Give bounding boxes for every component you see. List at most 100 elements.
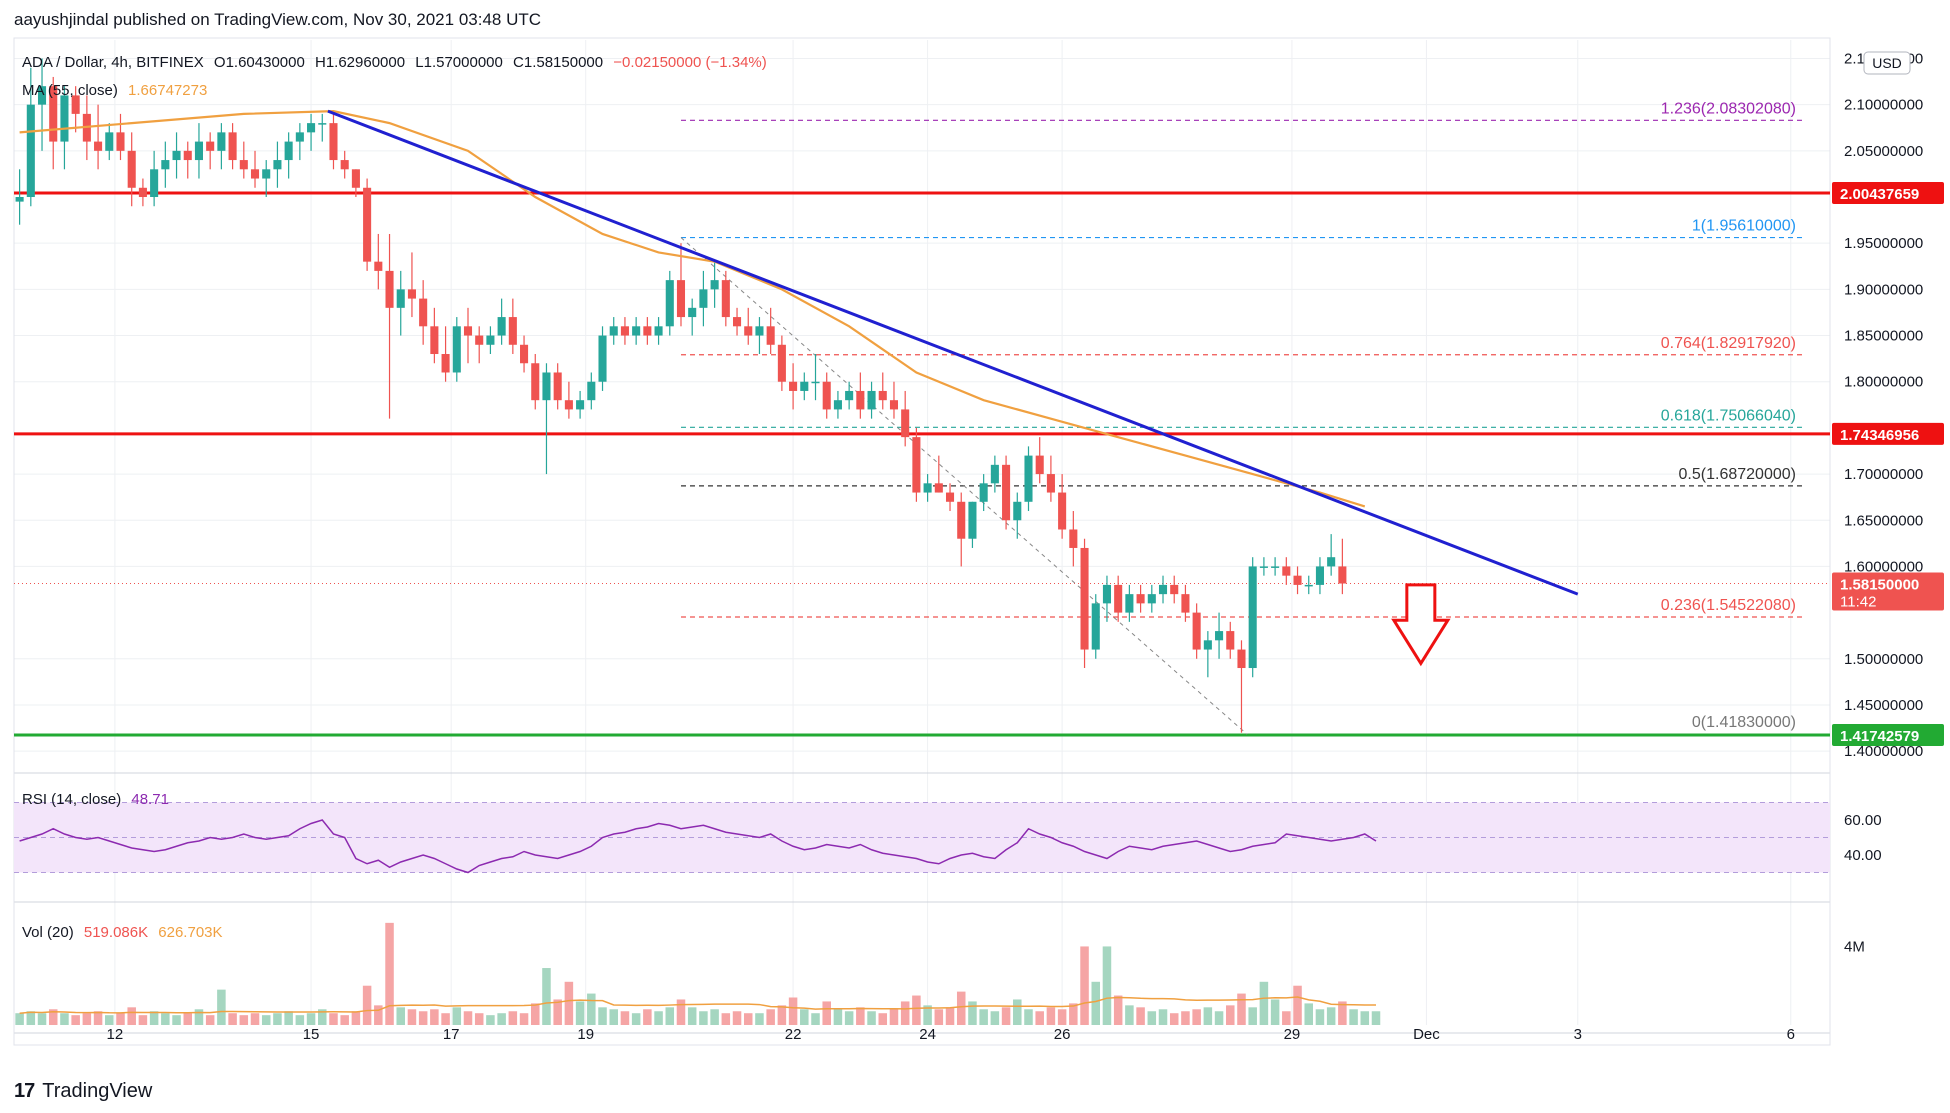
ohlc-open: O1.60430000 [213,54,305,71]
volume-bar [295,1015,305,1025]
volume-tick-label: 4M [1844,938,1865,955]
candle-body [116,132,125,151]
candle-body [194,141,203,161]
candle-body [463,326,473,336]
volume-bar [710,1009,719,1025]
volume-bar [1360,1011,1370,1025]
volume-bar [441,1013,450,1025]
price-tick-label: 1.45000000 [1844,697,1923,714]
candle-body [351,169,360,188]
candle-body [688,307,697,318]
rsi-line [19,819,1377,874]
ma55-line [19,110,1366,508]
candle-body [620,326,629,336]
volume-bar [1293,985,1302,1025]
volume-bar [766,1009,775,1025]
volume-bar [172,1015,181,1025]
candle-body [396,289,405,308]
volume-bar [48,1009,58,1025]
price-tick-label: 1.90000000 [1844,281,1923,298]
vol-value-1: 519.086K [83,924,149,941]
ma-value: 1.66747273 [128,82,208,99]
volume-bar [1158,1009,1168,1025]
candle-body [1147,594,1156,604]
volume-bar [385,922,394,1025]
volume-bar [138,1015,148,1025]
candle-body [710,280,719,290]
candle-body [127,150,136,188]
price-tick-label: 2.05000000 [1844,143,1923,160]
time-tick-label: 17 [443,1026,460,1043]
volume-bar [1024,1009,1033,1025]
candle-body [385,270,394,308]
time-tick-label: 26 [1054,1026,1071,1043]
fib-diagonal [680,237,1248,735]
candle-body [721,280,730,318]
candle-body [1203,640,1212,650]
volume-bar [1259,981,1269,1025]
currency-label: USD [1872,55,1902,71]
candle-body [901,409,910,438]
price-tag-text: 1.58150000 [1840,577,1919,594]
candle-body [1024,455,1033,502]
chart-frame [13,37,1831,1046]
volume-bar [508,1011,518,1025]
volume-bar [149,1011,159,1025]
volume-bar [923,1005,932,1025]
rsi-series-line [19,819,1377,874]
candle-body [766,326,775,345]
candle-body [553,372,562,401]
tradingview-logo-icon: 17 [14,1080,35,1102]
volume-bar [811,1013,820,1025]
volume-bar [463,1011,473,1025]
vol-label: Vol (20) [22,924,74,941]
rsi-tick-label: 40.00 [1844,847,1882,864]
volume-bar [990,1011,1000,1025]
volume-bar [530,1003,540,1025]
volume-bar [228,1013,237,1025]
candle-body [1125,594,1134,613]
volume-bar [743,1013,753,1025]
volume-bar [620,1011,630,1025]
price-tick-label: 1.80000000 [1844,374,1923,391]
volume-bar [800,1009,809,1025]
candle-body [777,344,786,382]
fib-label: 1(1.95610000) [1692,218,1796,235]
volume-bar [497,1013,506,1025]
candle-body [632,326,641,336]
candle-body [1293,575,1302,585]
candle-body [598,335,607,382]
candle-body [744,326,753,336]
candle-body [71,95,80,114]
candle-body [15,197,24,202]
candle-body [811,381,820,384]
candle-body [250,169,260,179]
volume-bar [82,1013,92,1025]
candle-body [340,160,349,170]
volume-bars [15,922,1381,1025]
candle-body [161,160,170,170]
candle-body [486,335,495,345]
candle-body [1035,455,1044,475]
price-tick-label: 2.10000000 [1844,97,1923,114]
volume-bar [250,1013,260,1025]
candle-body [1080,547,1089,650]
down-arrow [1391,583,1451,667]
volume-bar [822,1001,831,1025]
candle-body [1192,612,1201,650]
volume-bar [1001,1007,1011,1025]
candle-body [1226,631,1235,650]
volume-bar [900,1001,910,1025]
candle-body [1304,584,1313,587]
volume-bar [407,1009,417,1025]
candle-body [1091,603,1100,650]
currency-box [1863,51,1911,75]
volume-bar [1237,993,1246,1025]
volume-bar [374,1005,383,1025]
candle-body [990,464,999,484]
price-tick-label: 1.50000000 [1844,651,1923,668]
axes: 2.150000002.100000002.050000001.95000000… [107,50,1924,1043]
candle-body [676,280,686,318]
